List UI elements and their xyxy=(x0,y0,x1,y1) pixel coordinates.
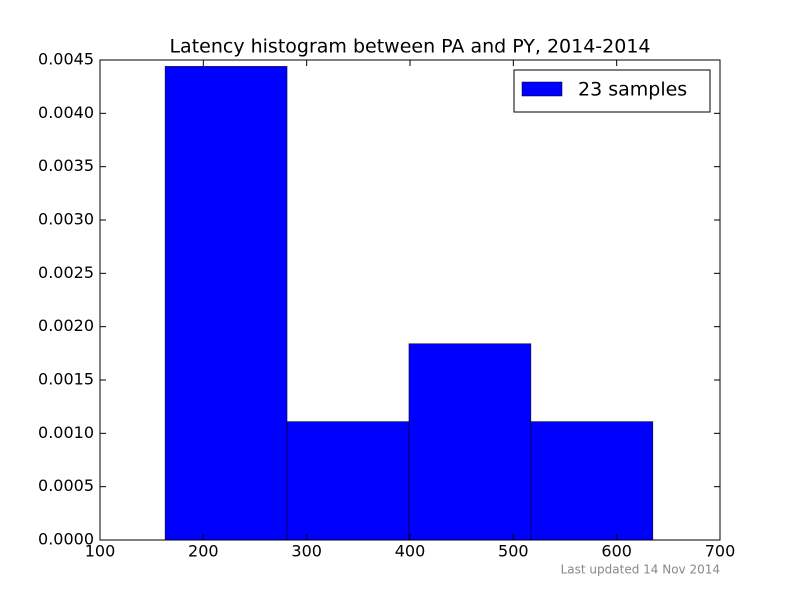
x-tick-label: 100 xyxy=(85,542,116,561)
y-tick-label: 0.0025 xyxy=(38,263,94,282)
y-tick-label: 0.0015 xyxy=(38,370,94,389)
legend-swatch xyxy=(521,81,563,97)
x-tick-label: 700 xyxy=(705,542,736,561)
legend-label: 23 samples xyxy=(578,79,687,101)
y-tick-label: 0.0010 xyxy=(38,423,94,442)
histogram-bar xyxy=(164,66,288,541)
y-tick-label: 0.0020 xyxy=(38,316,94,335)
histogram-bar xyxy=(408,343,532,541)
footer-note: Last updated 14 Nov 2014 xyxy=(561,563,720,577)
x-tick-label: 400 xyxy=(395,542,426,561)
chart-title: Latency histogram between PA and PY, 201… xyxy=(169,36,650,58)
x-tick-label: 200 xyxy=(188,542,219,561)
y-tick-label: 0.0040 xyxy=(38,103,94,122)
histogram-bar xyxy=(530,421,654,541)
x-tick-label: 600 xyxy=(601,542,632,561)
y-tick-label: 0.0005 xyxy=(38,476,94,495)
y-tick-label: 0.0030 xyxy=(38,210,94,229)
y-tick-label: 0.0000 xyxy=(38,530,94,549)
x-tick-label: 500 xyxy=(498,542,529,561)
y-tick-label: 0.0035 xyxy=(38,156,94,175)
y-tick-label: 0.0045 xyxy=(38,50,94,69)
x-tick-label: 300 xyxy=(291,542,322,561)
histogram-bar xyxy=(286,421,410,541)
